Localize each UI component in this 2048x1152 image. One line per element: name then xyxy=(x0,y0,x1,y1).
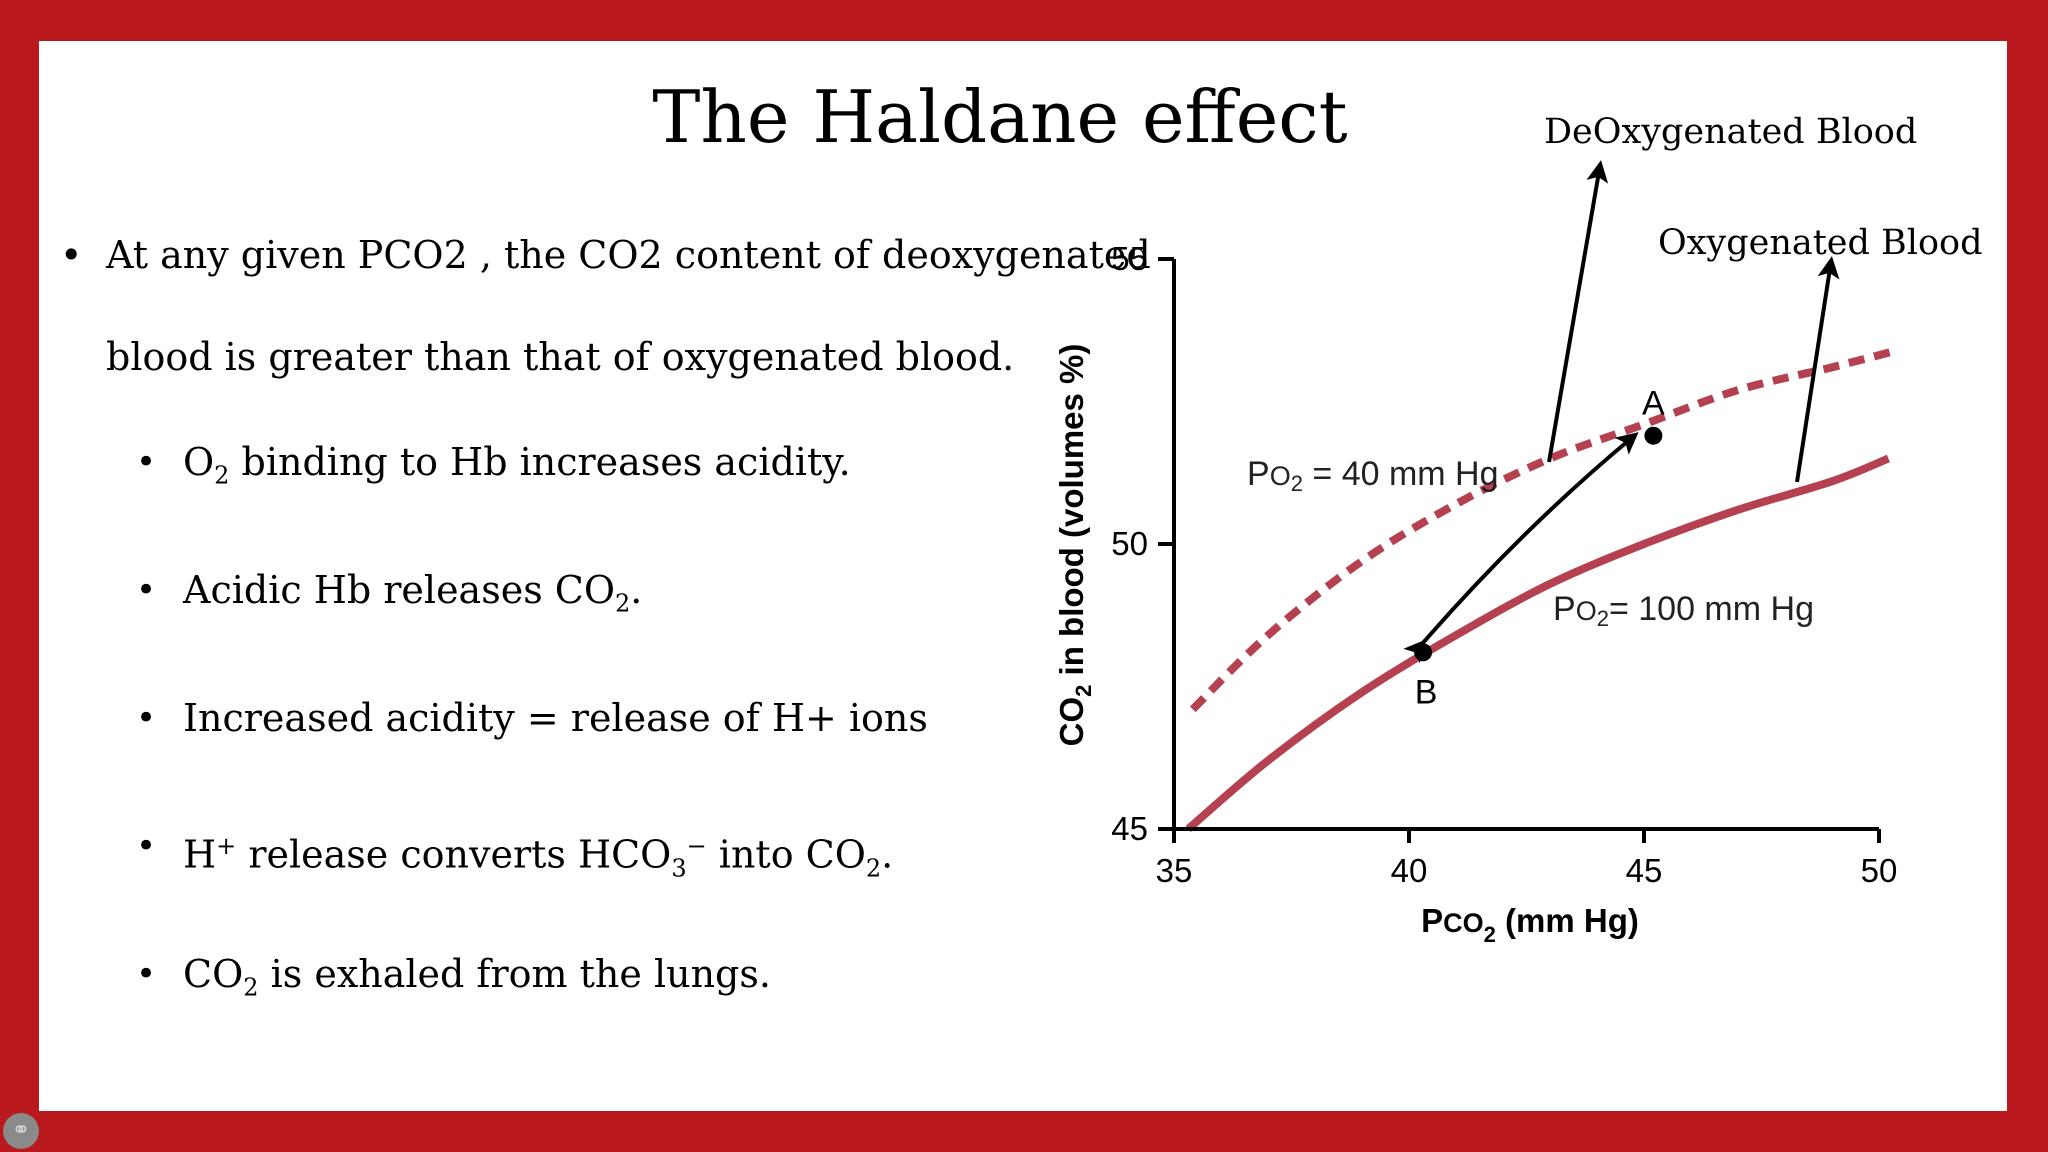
axis-ticks: 35 40 45 50 45 50 55 xyxy=(1111,240,1897,889)
slide-title: The Haldane effect xyxy=(652,75,1348,159)
oxygenated-pointer-arrow xyxy=(1795,256,1840,483)
x-tick-label: 35 xyxy=(1156,852,1193,889)
axes xyxy=(1172,259,1879,831)
annotation-oxygenated: Oxygenated Blood xyxy=(1658,223,1983,263)
y-tick-label: 50 xyxy=(1111,525,1148,562)
deoxygenated-pointer-arrow xyxy=(1547,160,1609,463)
x-axis-label: PCO2 (mm Hg) xyxy=(1421,902,1639,947)
data-points: AB xyxy=(1414,385,1665,711)
series-label-po2-40: PO2 = 40 mm Hg xyxy=(1247,455,1499,496)
x-tick-label: 45 xyxy=(1626,852,1663,889)
link-icon[interactable]: ⚭ xyxy=(3,1113,39,1149)
x-tick-label: 40 xyxy=(1391,852,1428,889)
slide-canvas xyxy=(39,41,2007,1111)
y-axis-label: CO2 in blood (volumes %) xyxy=(1053,344,1096,747)
point-a xyxy=(1644,426,1663,445)
point-b xyxy=(1414,643,1433,662)
series-line-0 xyxy=(1189,346,1899,713)
series-label-po2-100: PO2= 100 mm Hg xyxy=(1553,590,1814,631)
series-line-1 xyxy=(1185,454,1890,833)
x-tick-label: 50 xyxy=(1861,852,1898,889)
annotation-deoxygenated: DeOxygenated Blood xyxy=(1544,112,1917,152)
a-b-double-arrow xyxy=(1403,432,1639,664)
y-tick-label: 45 xyxy=(1111,810,1148,847)
y-tick-label: 55 xyxy=(1111,240,1148,277)
point-label-b: B xyxy=(1415,673,1438,711)
point-label-a: A xyxy=(1642,385,1665,423)
